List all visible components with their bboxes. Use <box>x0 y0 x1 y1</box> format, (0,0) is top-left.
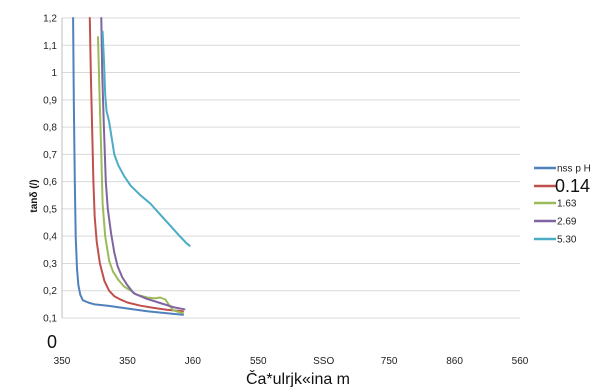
series-line <box>88 17 184 313</box>
x-axis-ticks: 350 350 J60 550 SSO 750 860 560 <box>54 356 529 367</box>
origin-label: 0 <box>47 332 57 352</box>
x-tick-label: 750 <box>381 356 398 367</box>
legend-label: nss p H <box>557 164 591 175</box>
series-line <box>72 17 184 316</box>
y-tick-label: 0,1 <box>43 314 57 325</box>
y-tick-label: 1,1 <box>43 41 57 52</box>
x-axis-label: Ča*ulrjk«ina m <box>246 369 350 387</box>
y-tick-label: 1 <box>51 68 57 79</box>
y-tick-label: 0,6 <box>43 177 57 188</box>
x-tick-label: 350 <box>54 356 71 367</box>
legend: nss p H0.14 1.63 2.69 5.30 <box>534 164 591 246</box>
x-tick-label: 350 <box>119 356 136 367</box>
y-tick-label: 0,5 <box>43 204 57 215</box>
legend-label: 2.69 <box>557 217 577 228</box>
x-tick-label: SSO <box>313 356 334 367</box>
series-lines <box>72 17 191 316</box>
gridlines <box>61 17 520 319</box>
y-tick-label: 0,2 <box>43 286 57 297</box>
x-tick-label: 560 <box>512 356 529 367</box>
legend-label: 0.14 <box>555 176 590 196</box>
legend-label: 5.30 <box>557 235 577 246</box>
y-axis-ticks: 0,1 0,2 0,3 0,4 0,5 0,6 0,7 0,8 0,9 1 1,1 1,2 <box>43 14 57 325</box>
y-tick-label: 0,4 <box>43 232 57 243</box>
series-line <box>101 30 191 247</box>
x-tick-label: 860 <box>446 356 463 367</box>
legend-label: 1.63 <box>557 199 577 210</box>
y-tick-label: 1,2 <box>43 14 57 25</box>
series-line <box>100 17 186 311</box>
y-tick-label: 0,7 <box>43 150 57 161</box>
x-tick-label: J60 <box>185 356 202 367</box>
y-tick-label: 0,3 <box>43 259 57 270</box>
series-line <box>97 36 184 315</box>
x-tick-label: 550 <box>250 356 267 367</box>
y-tick-label: 0,9 <box>43 95 57 106</box>
y-axis-label: tanδ (/) <box>29 179 40 212</box>
y-tick-label: 0,8 <box>43 123 57 134</box>
